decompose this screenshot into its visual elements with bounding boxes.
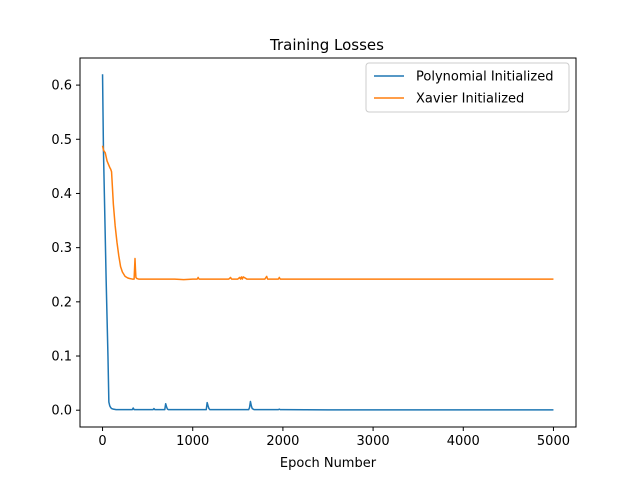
x-tick-label: 4000 bbox=[447, 434, 480, 449]
x-axis-label: Epoch Number bbox=[280, 456, 377, 471]
series-line-0 bbox=[101, 74, 554, 411]
series-line-1 bbox=[101, 145, 554, 281]
legend-label-1: Xavier Initialized bbox=[416, 92, 524, 107]
y-axis: 0.0 0.1 0.2 0.3 0.4 0.5 0.6 bbox=[51, 79, 80, 419]
y-tick-label: 0.5 bbox=[51, 133, 72, 148]
y-tick-label: 0.4 bbox=[51, 187, 72, 202]
chart-title: Training Losses bbox=[269, 36, 384, 54]
x-tick-label: 0 bbox=[98, 434, 106, 449]
y-tick-label: 0.2 bbox=[51, 295, 72, 310]
x-tick-label: 1000 bbox=[176, 434, 209, 449]
y-tick-label: 0.1 bbox=[51, 350, 72, 365]
legend-box bbox=[365, 62, 570, 113]
y-tick-label: 0.3 bbox=[51, 241, 72, 256]
y-tick-label: 0.6 bbox=[51, 79, 72, 94]
series-layer bbox=[101, 74, 554, 411]
plot-frame bbox=[79, 57, 577, 428]
x-tick-label: 5000 bbox=[537, 434, 570, 449]
legend: Polynomial Initialized Xavier Initialized bbox=[365, 62, 570, 113]
x-tick-label: 2000 bbox=[266, 434, 299, 449]
x-axis: 0 1000 2000 3000 4000 5000 bbox=[98, 427, 570, 449]
legend-label-0: Polynomial Initialized bbox=[416, 70, 553, 85]
y-tick-label: 0.0 bbox=[51, 404, 72, 419]
x-tick-label: 3000 bbox=[357, 434, 390, 449]
